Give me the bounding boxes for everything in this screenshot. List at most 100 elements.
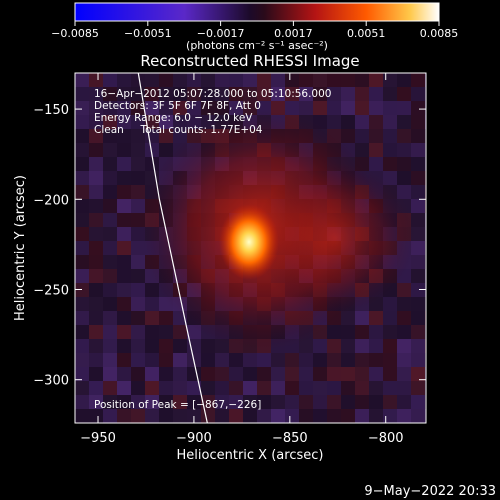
mottle-cell <box>425 255 426 269</box>
mottle-cell <box>369 395 383 409</box>
mottle-cell <box>131 227 145 241</box>
mottle-cell <box>145 283 159 297</box>
mottle-cell <box>271 353 285 367</box>
y-axis-ticks: −150 −200 −250 −300 <box>33 103 426 389</box>
mottle-cell <box>397 297 411 311</box>
mottle-cell <box>397 311 411 325</box>
mottle-cell <box>243 409 257 423</box>
mottle-cell <box>131 381 145 395</box>
mottle-cell <box>159 409 173 423</box>
mottle-cell <box>341 325 355 339</box>
mottle-cell <box>145 311 159 325</box>
y-tick-label: −300 <box>33 374 69 389</box>
mottle-cell <box>89 367 103 381</box>
mottle-cell <box>131 129 145 143</box>
mottle-cell <box>299 101 313 115</box>
mottle-cell <box>215 73 229 87</box>
mottle-cell <box>299 353 313 367</box>
chart-title: Reconstructed RHESSI Image <box>140 52 359 70</box>
mottle-cell <box>103 325 117 339</box>
mottle-cell <box>201 409 215 423</box>
mottle-cell <box>75 283 89 297</box>
mottle-cell <box>369 325 383 339</box>
mottle-cell <box>341 353 355 367</box>
mottle-cell <box>201 339 215 353</box>
mottle-cell <box>145 353 159 367</box>
mottle-cell <box>159 87 173 101</box>
mottle-cell <box>103 129 117 143</box>
mottle-cell <box>425 311 426 325</box>
mottle-cell <box>271 87 285 101</box>
mottle-cell <box>173 353 187 367</box>
mottle-cell <box>341 339 355 353</box>
mottle-cell <box>411 143 425 157</box>
mottle-cell <box>425 115 426 129</box>
mottle-cell <box>411 381 425 395</box>
mottle-cell <box>187 381 201 395</box>
mottle-cell <box>89 311 103 325</box>
mottle-cell <box>103 87 117 101</box>
mottle-cell <box>411 339 425 353</box>
mottle-cell <box>131 255 145 269</box>
mottle-cell <box>425 367 426 381</box>
mottle-cell <box>159 339 173 353</box>
mottle-cell <box>299 87 313 101</box>
mottle-cell <box>117 409 131 423</box>
mottle-cell <box>229 101 243 115</box>
mottle-cell <box>117 381 131 395</box>
mottle-cell <box>215 409 229 423</box>
mottle-cell <box>327 367 341 381</box>
mottle-cell <box>397 339 411 353</box>
mottle-cell <box>145 325 159 339</box>
mottle-cell <box>313 409 327 423</box>
mottle-cell <box>355 339 369 353</box>
mottle-cell <box>355 73 369 87</box>
mottle-cell <box>117 87 131 101</box>
mottle-cell <box>243 353 257 367</box>
mottle-cell <box>117 227 131 241</box>
mottle-cell <box>75 381 89 395</box>
mottle-cell <box>397 115 411 129</box>
y-tick-label: −200 <box>33 193 69 208</box>
x-axis-label: Heliocentric X (arcsec) <box>177 448 324 463</box>
mottle-cell <box>383 325 397 339</box>
mottle-cell <box>355 325 369 339</box>
mottle-cell <box>131 283 145 297</box>
annotation-detectors: Detectors: 3F 5F 6F 7F 8F, Att 0 <box>94 100 261 112</box>
mottle-cell <box>103 101 117 115</box>
mottle-cell <box>103 409 117 423</box>
mottle-cell <box>299 395 313 409</box>
colorbar-ticks: −0.0085 −0.0051 −0.0017 0.0017 0.0051 0.0085 <box>51 21 458 40</box>
mottle-cell <box>75 339 89 353</box>
mottle-cell <box>131 157 145 171</box>
mottle-cell <box>397 157 411 171</box>
plot-frame <box>74 72 427 424</box>
mottle-cell <box>355 115 369 129</box>
mottle-cell <box>369 101 383 115</box>
mottle-cell <box>425 87 426 101</box>
plot-area <box>75 73 426 423</box>
mottle-cell <box>383 311 397 325</box>
mottle-cell <box>383 353 397 367</box>
mottle-cell <box>89 381 103 395</box>
mottle-cell <box>243 73 257 87</box>
x-tick-label: −800 <box>368 431 404 446</box>
mottle-cell <box>173 367 187 381</box>
mottle-cell <box>397 367 411 381</box>
mottle-cell <box>383 381 397 395</box>
mottle-cell <box>117 297 131 311</box>
mottle-cell <box>355 353 369 367</box>
mottle-cell <box>103 255 117 269</box>
mottle-cell <box>187 395 201 409</box>
footer-timestamp: 9−May−2022 20:33 <box>364 484 496 499</box>
solar-limb <box>137 73 208 423</box>
mottle-cell <box>383 73 397 87</box>
mottle-cell <box>369 381 383 395</box>
mottle-cell <box>383 395 397 409</box>
mottle-cell <box>75 129 89 143</box>
mottle-cell <box>397 283 411 297</box>
mottle-cell <box>341 129 355 143</box>
mottle-cell <box>257 381 271 395</box>
mottle-cell <box>159 311 173 325</box>
mottle-cell <box>89 185 103 199</box>
